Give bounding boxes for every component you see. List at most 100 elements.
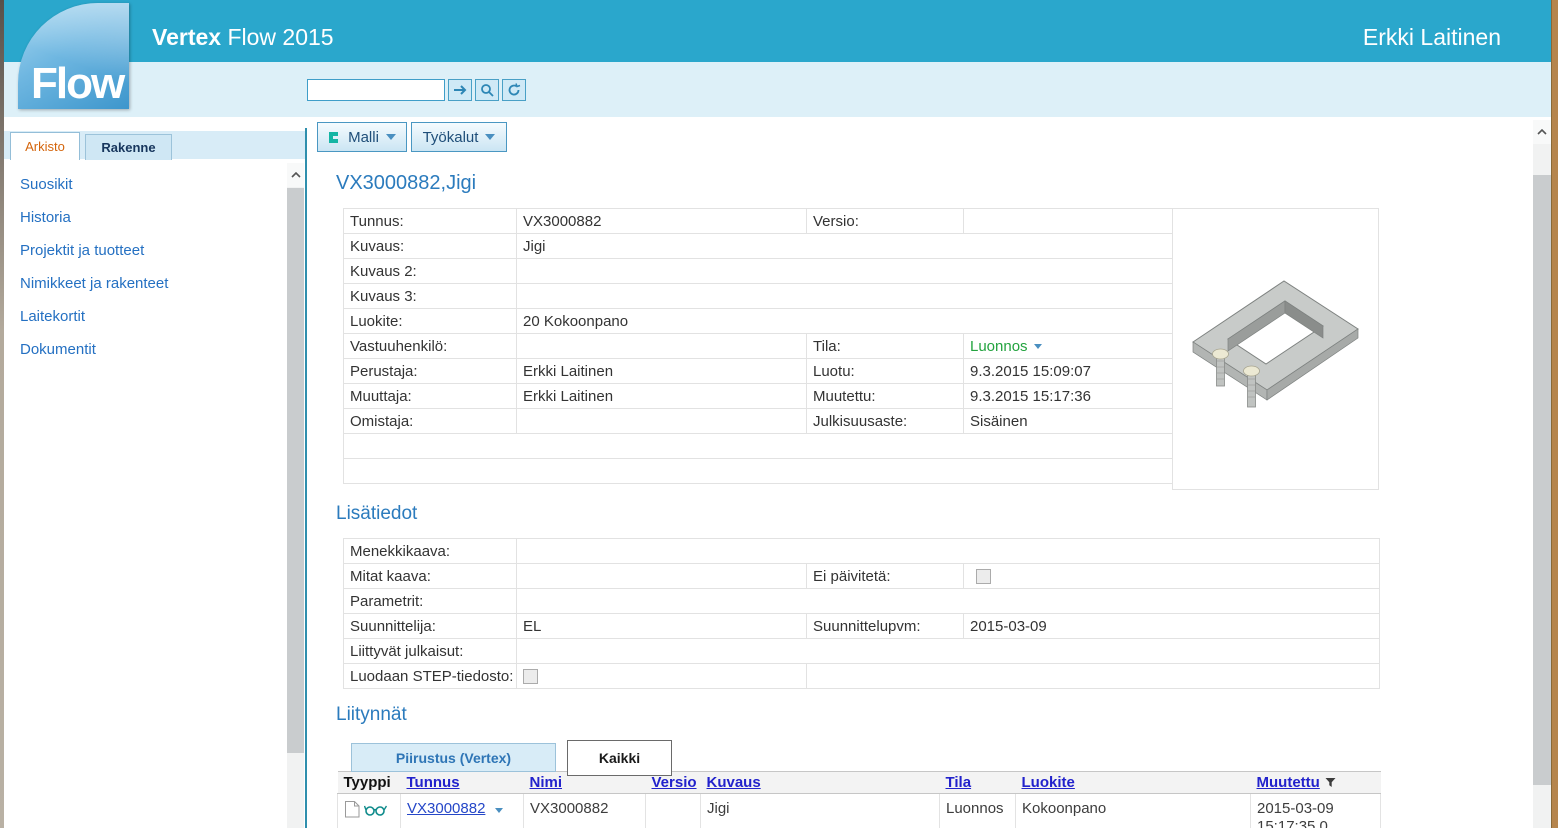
- field-value: VX3000882: [516, 208, 807, 234]
- field-value: Erkki Laitinen: [516, 383, 807, 409]
- attachment-row[interactable]: VX3000882 VX3000882 Jigi Luonnos Kokoonp…: [337, 793, 1381, 828]
- section-heading-lisatiedot: Lisätiedot: [336, 503, 418, 524]
- main-scrollbar[interactable]: [1533, 120, 1551, 828]
- column-header-versio[interactable]: Versio: [651, 774, 697, 791]
- window-edge-right: [1551, 0, 1558, 828]
- sidebar-scrollbar[interactable]: [287, 163, 304, 828]
- field-label: Parametrit:: [343, 588, 517, 614]
- field-value: [516, 333, 807, 359]
- tyokalut-menu-label: Työkalut: [422, 128, 479, 146]
- column-header-tunnus[interactable]: Tunnus: [406, 774, 460, 791]
- glasses-icon: [364, 805, 387, 816]
- app-header: Vertex Flow 2015 Erkki Laitinen: [4, 0, 1551, 62]
- malli-menu-button[interactable]: Malli: [317, 122, 407, 152]
- luodaan-step-checkbox[interactable]: [523, 669, 538, 685]
- field-label: Ei päivitetä:: [806, 563, 964, 589]
- field-value: Jigi: [516, 233, 1173, 259]
- field-label: Tila:: [806, 333, 964, 359]
- sidebar-tab-rakenne[interactable]: Rakenne: [85, 134, 172, 160]
- sidebar-item-dokumentit[interactable]: Dokumentit: [20, 341, 96, 358]
- status-dropdown[interactable]: Luonnos: [970, 338, 1172, 355]
- chevron-up-icon: [290, 172, 301, 178]
- attachment-versio: [645, 793, 701, 828]
- sidebar-item-projektit[interactable]: Projektit ja tuotteet: [20, 242, 145, 259]
- malli-menu-label: Malli: [348, 128, 379, 146]
- search-reset-button[interactable]: [502, 79, 526, 101]
- sidebar-scroll-up-button[interactable]: [287, 163, 304, 187]
- column-header-luokite[interactable]: Luokite: [1021, 774, 1075, 791]
- table-row: Kuvaus: Jigi: [343, 233, 1173, 259]
- sidebar-tab-arkisto[interactable]: Arkisto: [10, 132, 80, 160]
- column-header-tila[interactable]: Tila: [945, 774, 972, 791]
- header-substrip: [4, 62, 1551, 117]
- table-row: Luokite: 20 Kokoonpano: [343, 308, 1173, 334]
- sidebar-separator: [305, 128, 307, 828]
- field-label: Versio:: [806, 208, 964, 234]
- refresh-icon: [508, 83, 521, 96]
- chevron-up-icon: [1537, 129, 1547, 135]
- ei-paiviteta-checkbox[interactable]: [976, 569, 991, 585]
- attachment-tunnus-link[interactable]: VX3000882: [407, 800, 486, 817]
- field-value: [805, 663, 1381, 689]
- field-label: Liittyvät julkaisut:: [343, 638, 517, 664]
- field-value: [963, 208, 1173, 234]
- field-label: Muutettu:: [806, 383, 964, 409]
- field-value: Sisäinen: [963, 408, 1173, 434]
- chevron-down-icon: [385, 134, 396, 140]
- field-label: Omistaja:: [343, 408, 517, 434]
- field-label: Muuttaja:: [343, 383, 517, 409]
- field-label: Kuvaus:: [343, 233, 517, 259]
- search-go-button[interactable]: [448, 79, 472, 101]
- table-row-empty: [343, 433, 1173, 459]
- column-header-muutettu[interactable]: Muutettu: [1256, 774, 1320, 791]
- field-label: Luokite:: [343, 308, 517, 334]
- sidebar-item-historia[interactable]: Historia: [20, 209, 71, 226]
- field-value: 2015-03-09: [962, 613, 1381, 639]
- field-value: [515, 588, 1381, 614]
- tyokalut-menu-button[interactable]: Työkalut: [411, 122, 507, 152]
- field-value: [516, 258, 1173, 284]
- search-find-button[interactable]: [475, 79, 499, 101]
- field-value: 9.3.2015 15:09:07: [963, 358, 1173, 384]
- field-label: Mitat kaava:: [343, 563, 517, 589]
- attachments-tab-kaikki[interactable]: Kaikki: [567, 740, 672, 776]
- field-label: Tunnus:: [343, 208, 517, 234]
- table-row: Muuttaja: Erkki Laitinen Muutettu: 9.3.2…: [343, 383, 1173, 409]
- column-header-nimi[interactable]: Nimi: [529, 774, 563, 791]
- logged-in-user[interactable]: Erkki Laitinen: [1362, 24, 1501, 50]
- flow-logo-text: Flow: [31, 59, 125, 108]
- table-row-empty: [343, 458, 1173, 484]
- field-label: Luotu:: [806, 358, 964, 384]
- attachments-table: Tyyppi Tunnus Nimi Versio Kuvaus Tila Lu…: [337, 771, 1381, 828]
- attachment-kuvaus: Jigi: [700, 793, 940, 828]
- search-icon: [481, 84, 494, 97]
- main-scroll-up-button[interactable]: [1533, 120, 1551, 144]
- part-preview-panel[interactable]: [1172, 208, 1379, 490]
- column-header-tyyppi: Tyyppi: [337, 771, 401, 794]
- field-value: Erkki Laitinen: [516, 358, 807, 384]
- attachment-muutettu: 2015-03-09 15:17:35.0: [1250, 793, 1381, 828]
- sidebar-item-laitekortit[interactable]: Laitekortit: [20, 308, 86, 325]
- attachments-tab-piirustus[interactable]: Piirustus (Vertex): [351, 743, 556, 772]
- main-scroll-thumb[interactable]: [1533, 175, 1551, 785]
- chevron-down-icon[interactable]: [494, 808, 503, 813]
- app-title-rest: Flow 2015: [221, 24, 334, 50]
- field-value: EL: [516, 613, 807, 639]
- field-label: Kuvaus 3:: [343, 283, 517, 309]
- sidebar-item-nimikkeet[interactable]: Nimikkeet ja rakenteet: [20, 275, 169, 292]
- field-label: Menekkikaava:: [343, 538, 517, 564]
- field-label: Suunnittelija:: [343, 613, 517, 639]
- search-input[interactable]: [307, 79, 445, 101]
- field-value: [516, 563, 807, 589]
- column-header-kuvaus[interactable]: Kuvaus: [706, 774, 761, 791]
- sidebar-scroll-thumb[interactable]: [287, 188, 304, 753]
- sort-filter-icon: [1325, 778, 1336, 787]
- table-row: Kuvaus 3:: [343, 283, 1173, 309]
- part-3d-thumbnail: [1192, 280, 1359, 408]
- sidebar-item-suosikit[interactable]: Suosikit: [20, 176, 73, 193]
- field-label: Kuvaus 2:: [343, 258, 517, 284]
- table-row: Liittyvät julkaisut:: [343, 638, 1381, 664]
- table-row: Kuvaus 2:: [343, 258, 1173, 284]
- status-value: Luonnos: [970, 337, 1028, 355]
